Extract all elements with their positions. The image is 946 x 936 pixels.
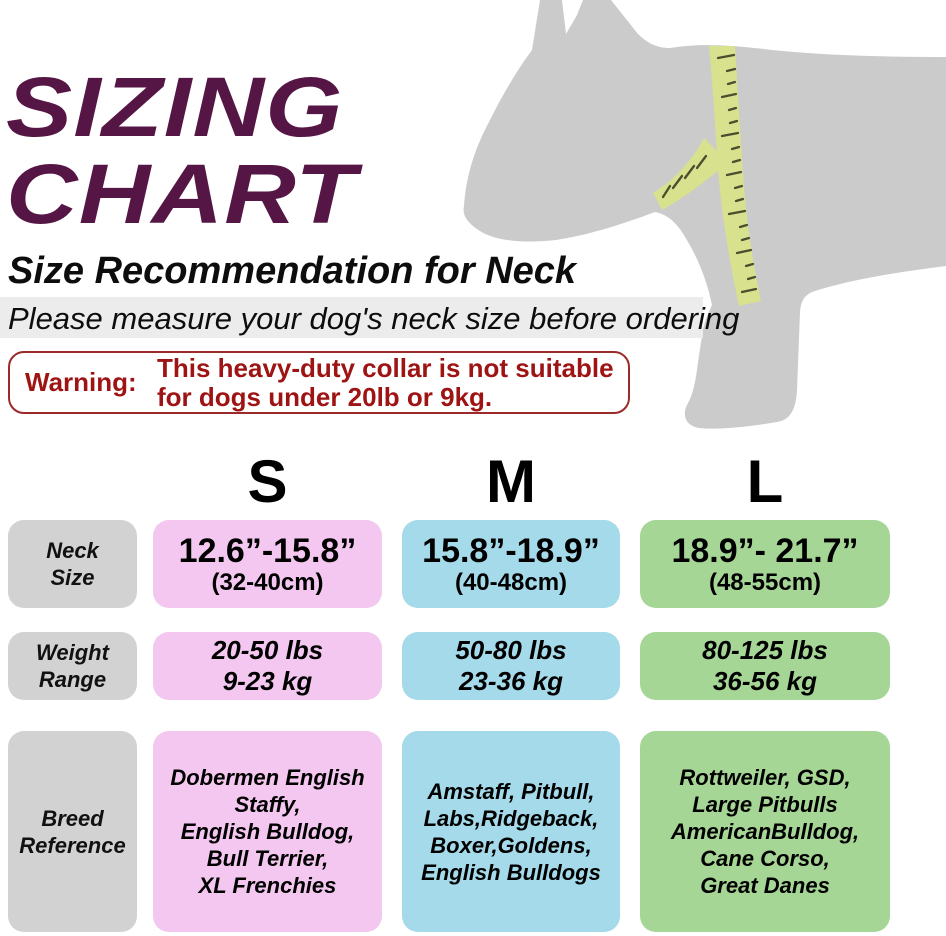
column-header-l: L xyxy=(746,448,784,515)
weight-l-text: 80-125 lbs 36-56 kg xyxy=(702,635,828,696)
breed-m-text: Amstaff, Pitbull, Labs,Ridgeback, Boxer,… xyxy=(421,778,601,885)
cell-weight-l: 80-125 lbs 36-56 kg xyxy=(640,632,890,700)
cell-weight-s: 20-50 lbs 9-23 kg xyxy=(153,632,382,700)
row-label-breed-reference: Breed Reference xyxy=(8,731,137,932)
row-label-weight-range: Weight Range xyxy=(8,632,137,700)
breed-l-text: Rottweiler, GSD, Large Pitbulls American… xyxy=(670,765,860,898)
page-title-line1: SIZING xyxy=(6,60,344,154)
subtitle: Size Recommendation for Neck xyxy=(8,250,577,292)
cell-weight-m: 50-80 lbs 23-36 kg xyxy=(402,632,620,700)
column-header-s: S xyxy=(247,448,288,515)
measuring-tape-neck-branch xyxy=(653,138,726,210)
measuring-tape-ticks xyxy=(661,53,758,294)
warning-label: Warning: xyxy=(25,367,137,397)
dog-silhouette-illustration xyxy=(463,0,946,429)
cell-breed-l: Rottweiler, GSD, Large Pitbulls American… xyxy=(640,731,890,932)
breed-s-text: Dobermen English Staffy, English Bulldog… xyxy=(170,765,365,898)
cell-breed-m: Amstaff, Pitbull, Labs,Ridgeback, Boxer,… xyxy=(402,731,620,932)
dog-silhouette xyxy=(463,0,946,429)
page-title: SIZING CHART xyxy=(6,64,357,238)
weight-m-text: 50-80 lbs 23-36 kg xyxy=(455,635,567,696)
row-label-breed-reference-text: Breed Reference xyxy=(19,805,126,858)
warning-box: Warning: This heavy-duty collar is not s… xyxy=(8,351,630,414)
page-title-line2: CHART xyxy=(6,147,357,241)
cell-neck-size-m: 15.8”-18.9” (40-48cm) xyxy=(402,520,620,608)
measure-note: Please measure your dog's neck size befo… xyxy=(8,301,740,336)
note-background-strip xyxy=(0,297,703,338)
row-label-neck-size-text: Neck Size xyxy=(46,538,99,590)
neck-size-l-inches: 18.9”- 21.7” xyxy=(671,532,859,570)
row-label-neck-size: Neck Size xyxy=(8,520,137,608)
row-label-weight-range-text: Weight Range xyxy=(36,640,109,692)
cell-neck-size-s: 12.6”-15.8” (32-40cm) xyxy=(153,520,382,608)
neck-size-m-inches: 15.8”-18.9” xyxy=(422,532,600,570)
column-header-m: M xyxy=(486,448,536,515)
cell-neck-size-l: 18.9”- 21.7” (48-55cm) xyxy=(640,520,890,608)
weight-s-text: 20-50 lbs 9-23 kg xyxy=(211,635,324,696)
neck-size-s-inches: 12.6”-15.8” xyxy=(178,532,357,570)
measuring-tape-vertical xyxy=(709,46,761,306)
cell-breed-s: Dobermen English Staffy, English Bulldog… xyxy=(153,731,382,932)
neck-size-m-cm: (40-48cm) xyxy=(454,569,568,596)
warning-text: This heavy-duty collar is not suitable f… xyxy=(157,352,614,412)
neck-size-s-cm: (32-40cm) xyxy=(211,569,324,596)
neck-size-l-cm: (48-55cm) xyxy=(708,569,822,596)
